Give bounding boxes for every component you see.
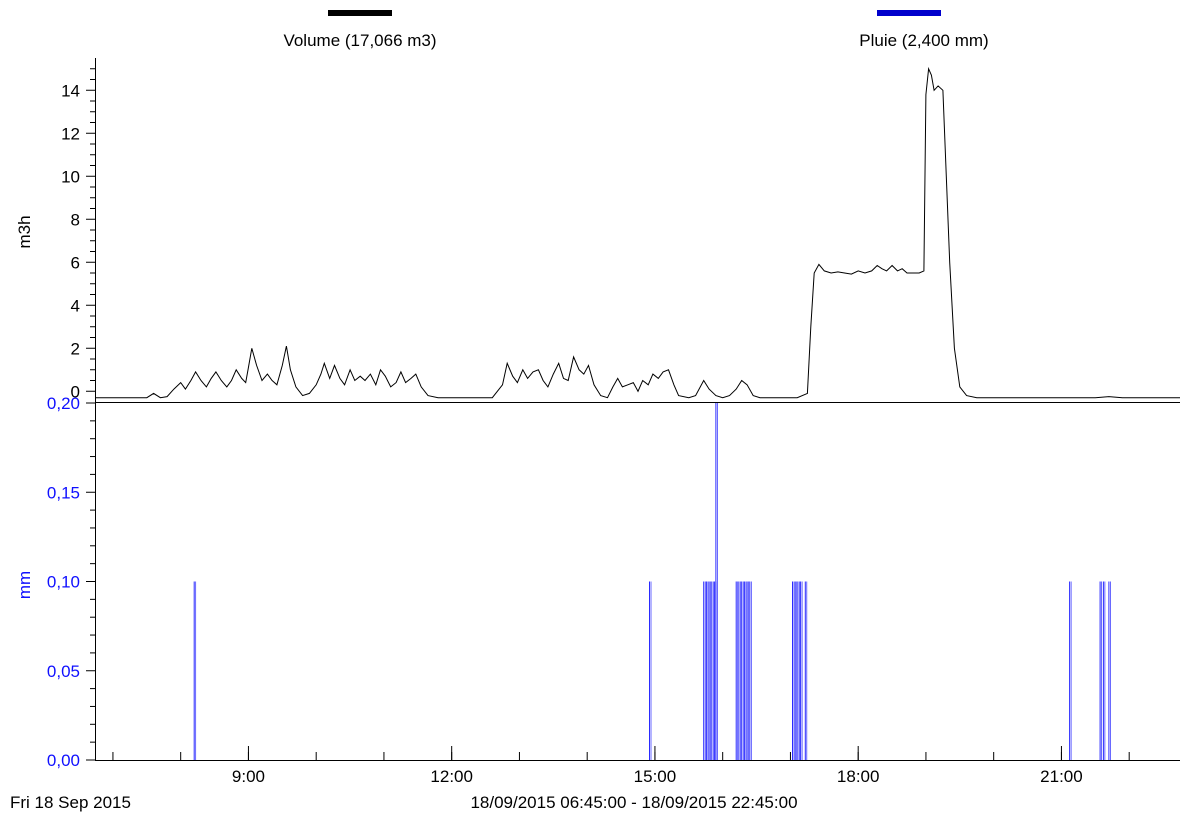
- volume-y-axis-title: m3h: [15, 215, 34, 248]
- rain-y-tick-label: 0,00: [47, 751, 80, 770]
- rain-y-ticks: 0,00 0,05 0,10 0,15 0,20: [47, 394, 95, 770]
- rain-series-bars: [193, 403, 1111, 760]
- footer-range: 18/09/2015 06:45:00 - 18/09/2015 22:45:0…: [470, 793, 797, 812]
- legend-label-volume: Volume (17,066 m3): [283, 31, 436, 50]
- rain-y-tick-label: 0,15: [47, 483, 80, 502]
- rain-y-tick-label: 0,10: [47, 573, 80, 592]
- legend-swatch-pluie: [877, 10, 941, 16]
- x-tick-label: 9:00: [232, 767, 265, 786]
- footer-date: Fri 18 Sep 2015: [10, 793, 131, 812]
- x-tick-label: 18:00: [837, 767, 880, 786]
- axes-frame: [95, 58, 1180, 761]
- volume-y-tick-label: 6: [71, 253, 80, 272]
- rain-y-tick-label: 0,05: [47, 662, 80, 681]
- x-tick-label: 21:00: [1040, 767, 1083, 786]
- volume-y-tick-label: 4: [71, 296, 80, 315]
- legend-label-pluie: Pluie (2,400 mm): [859, 31, 988, 50]
- x-tick-label: 15:00: [634, 767, 677, 786]
- rain-y-tick-label: 0,20: [47, 394, 80, 413]
- volume-y-tick-label: 0: [71, 382, 80, 401]
- volume-y-tick-label: 12: [61, 124, 80, 143]
- volume-y-ticks: 0 2 4 6 8 10 12 14: [61, 68, 95, 401]
- volume-y-tick-label: 14: [61, 81, 80, 100]
- volume-y-tick-label: 10: [61, 167, 80, 186]
- x-tick-label: 12:00: [430, 767, 473, 786]
- legend-swatch-volume: [328, 10, 392, 16]
- volume-y-tick-label: 2: [71, 339, 80, 358]
- volume-y-tick-label: 8: [71, 210, 80, 229]
- volume-series-line: [96, 66, 1180, 399]
- rain-y-axis-title: mm: [15, 571, 34, 599]
- x-axis-ticks: 9:00 12:00 15:00 18:00 21:00: [112, 746, 1130, 786]
